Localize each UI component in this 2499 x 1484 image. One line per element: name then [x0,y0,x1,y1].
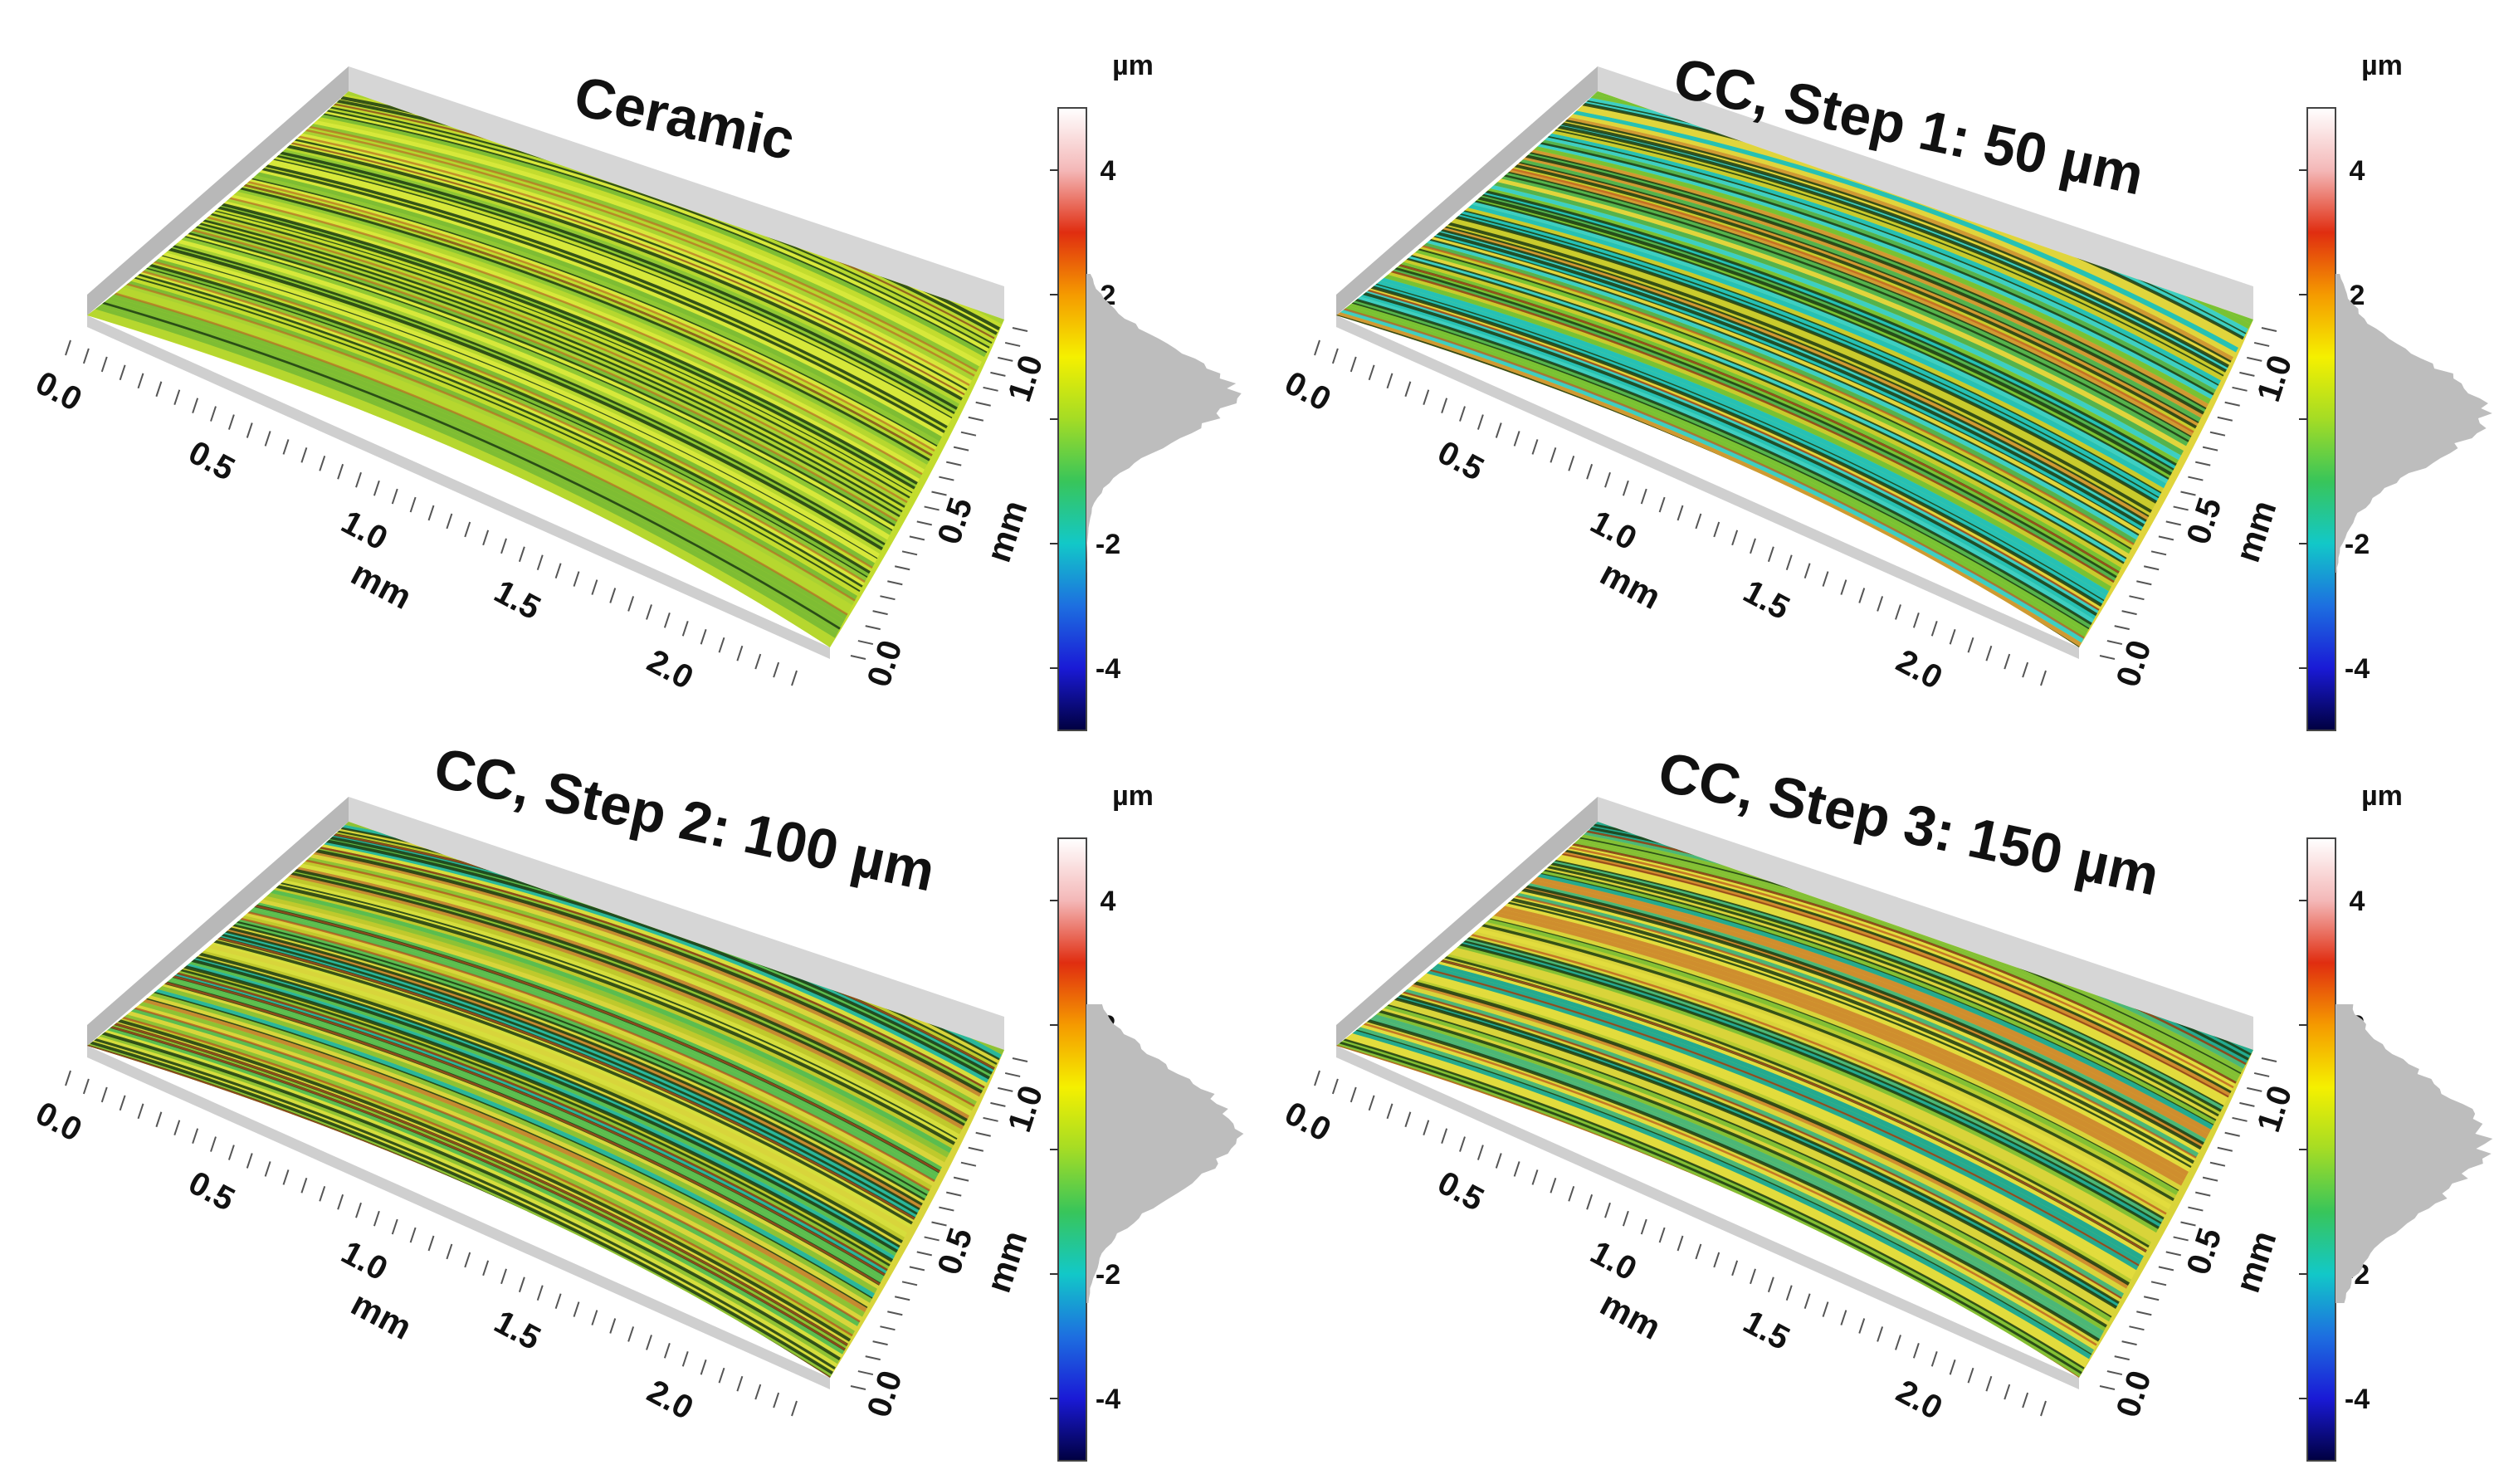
x-tick-label: 0.5 [1432,1164,1490,1218]
colorbar-tick-label: 4 [1101,886,1116,917]
surface-front-wall [1336,315,2079,659]
x-tick-label: 2.0 [1891,642,1949,696]
surface-back-wall [349,66,1004,320]
surface-front-wall [87,1046,830,1389]
x-tick-label: 1.5 [488,573,546,627]
x-tick-label: 0.5 [1432,434,1490,488]
y-tick-label: 0.0 [861,1366,910,1421]
surface-side-wall [1336,66,1598,315]
colorbar-scale [1057,837,1087,1462]
colorbar-tick-label: -2 [1096,1259,1120,1291]
x-tick-label: 0.0 [30,364,88,418]
colorbar-tick-label: 4 [2350,886,2365,917]
height-histogram [1086,274,1242,573]
colorbar-tick-label: -4 [2345,1384,2370,1415]
y-tick-label: 0.5 [2179,494,2228,549]
y-tick-label: 0.0 [861,636,910,691]
colorbar-tick-label: -4 [1096,653,1120,685]
surface-back-wall [349,797,1004,1050]
colorbar-scale [1057,107,1087,731]
surface-front-wall [1336,1046,2079,1389]
histogram-shape [2335,1004,2493,1303]
x-tick-label: 2.0 [642,642,700,696]
colorbar-scale [2306,107,2336,731]
y-axis-unit: mm [2228,495,2284,567]
x-tick-label: 1.5 [488,1303,546,1357]
x-tick-label: 1.0 [1584,504,1642,558]
x-tick-label: 0.0 [1279,1095,1337,1149]
histogram-shape [1086,1004,1244,1303]
surface-side-wall [87,797,349,1046]
y-axis-unit: mm [979,495,1035,567]
y-tick-label: 0.0 [2110,1366,2159,1421]
y-tick-label: 0.5 [930,1224,979,1279]
surface-front-wall [87,315,830,659]
colorbar-unit: µm [1112,50,1154,81]
colorbar-unit: µm [1112,780,1154,812]
x-tick-label: 1.0 [1584,1234,1642,1288]
surface-side-wall [1336,797,1598,1046]
surface-side-wall [87,66,349,315]
x-tick-label: 0.0 [30,1095,88,1149]
colorbar-unit: µm [2361,780,2403,812]
y-tick-label: 0.0 [2110,636,2159,691]
x-tick-label: 1.5 [1737,1303,1795,1357]
height-histogram [2335,274,2492,573]
x-axis-unit: mm [345,1283,418,1347]
colorbar-tick-label: 4 [2350,155,2365,187]
x-tick-label: 2.0 [642,1373,700,1427]
x-axis-unit: mm [1594,1283,1667,1347]
histogram-shape [1086,274,1242,573]
panel-step3: CC, Step 3: 150 µm0.00.51.01.52.0mm0.00.… [1279,740,2493,1462]
y-tick-label: 0.5 [930,494,979,549]
panel-step1: CC, Step 1: 50 µm0.00.51.01.52.0mm0.00.5… [1279,46,2492,731]
x-tick-label: 2.0 [1891,1373,1949,1427]
x-tick-label: 0.5 [183,434,241,488]
x-tick-label: 0.5 [183,1164,241,1218]
panel-ceramic: Ceramic0.00.51.01.52.0mm0.00.51.0mmµm420… [30,50,1242,731]
colorbar-tick-label: 2 [2350,280,2365,311]
colorbar-tick-label: -4 [2345,653,2370,685]
colorbar-tick-label: -2 [1096,529,1120,560]
surface-back-wall [1598,66,2253,320]
colorbar-tick-label: -4 [1096,1384,1120,1415]
colorbar-tick-label: 4 [1101,155,1116,187]
y-tick-label: 0.5 [2179,1224,2228,1279]
x-axis-unit: mm [1594,553,1667,617]
height-histogram [2335,1004,2493,1303]
colorbar-unit: µm [2361,50,2403,81]
y-axis-unit: mm [2228,1226,2284,1297]
colorbar-tick-label: -2 [2345,529,2370,560]
y-axis-unit: mm [979,1226,1035,1297]
colorbar-scale [2306,837,2336,1462]
height-histogram [1086,1004,1244,1303]
panel-step2: CC, Step 2: 100 µm0.00.51.01.52.0mm0.00.… [30,736,1244,1462]
x-tick-label: 0.0 [1279,364,1337,418]
surface-topography [1336,822,2253,1378]
x-tick-label: 1.5 [1737,573,1795,627]
x-tick-label: 1.0 [335,504,393,558]
surface-back-wall [1598,797,2253,1050]
histogram-shape [2335,274,2492,573]
surface-topography [87,822,1004,1378]
x-axis-unit: mm [345,553,418,617]
x-tick-label: 1.0 [335,1234,393,1288]
